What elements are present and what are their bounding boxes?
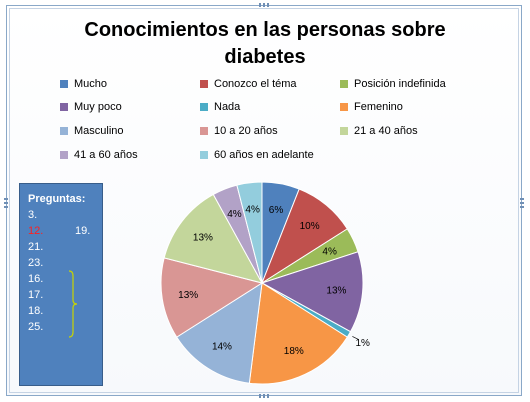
question-item: 12.	[28, 225, 44, 237]
legend-label: 21 a 40 años	[354, 125, 418, 137]
legend-label: Conozco el téma	[214, 78, 297, 90]
question-item: 25.	[28, 321, 44, 333]
data-label: 18%	[284, 346, 304, 357]
legend-label: 41 a 60 años	[74, 149, 138, 161]
legend-item: Conozco el téma	[200, 78, 297, 90]
question-item: 3.	[28, 209, 38, 221]
legend-swatch	[60, 80, 68, 88]
pie-slice[interactable]	[160, 257, 264, 338]
resize-handle-bottom[interactable]	[259, 394, 271, 398]
legend-label: Posición indefinida	[354, 78, 446, 90]
legend-label: Mucho	[74, 78, 108, 90]
legend-swatch	[200, 151, 208, 159]
legend-label: Nada	[214, 101, 241, 113]
curly-bracket	[68, 270, 78, 338]
legend-item: 41 a 60 años	[60, 149, 138, 161]
question-item: 23.	[28, 257, 44, 269]
resize-handle-right[interactable]	[520, 196, 524, 208]
legend-swatch	[340, 80, 348, 88]
legend-item: Masculino	[60, 125, 124, 137]
data-label: 4%	[227, 209, 242, 220]
legend-label: 10 a 20 años	[214, 125, 278, 137]
pie-slice[interactable]	[176, 282, 263, 384]
resize-handle-top[interactable]	[259, 3, 271, 7]
data-label: 4%	[322, 247, 337, 258]
legend-item: Posición indefinida	[340, 78, 446, 90]
question-item: 19.	[75, 225, 91, 237]
resize-handle-left[interactable]	[4, 196, 8, 208]
questions-textbox[interactable]: Preguntas: 3. 12. 19. 21. 23. 16. 17. 18…	[19, 183, 103, 386]
data-label: 10%	[300, 221, 320, 232]
legend-label: Femenino	[354, 101, 403, 113]
chart-title[interactable]: Conocimientos en las personas sobre diab…	[84, 19, 446, 68]
legend-label: 60 años en adelante	[214, 149, 314, 161]
legend-swatch	[340, 103, 348, 111]
legend-swatch	[200, 103, 208, 111]
legend-swatch	[60, 127, 68, 135]
legend-item: 21 a 40 años	[340, 125, 418, 137]
legend-item: Mucho	[60, 78, 107, 90]
legend-swatch	[200, 80, 208, 88]
legend-swatch	[60, 103, 68, 111]
legend-item: Nada	[200, 101, 240, 113]
data-label: 1%	[355, 338, 370, 349]
legend-item: 60 años en adelante	[200, 149, 314, 161]
pie-slice[interactable]	[236, 181, 263, 284]
pie-slice[interactable]	[248, 282, 348, 385]
legend-swatch	[200, 127, 208, 135]
legend-swatch	[340, 127, 348, 135]
legend-item: Muy poco	[60, 101, 122, 113]
data-label: 13%	[178, 290, 198, 301]
question-item: 17.	[28, 289, 44, 301]
question-item: 18.	[28, 305, 44, 317]
data-label-leader	[352, 336, 359, 340]
legend-item: Femenino	[340, 101, 403, 113]
data-label: 14%	[212, 342, 232, 353]
data-label: 6%	[269, 205, 284, 216]
pie-slice[interactable]	[260, 251, 364, 333]
data-label: 4%	[245, 204, 260, 215]
pie-slice[interactable]	[163, 193, 263, 284]
data-label: 13%	[326, 286, 346, 297]
legend-label: Masculino	[74, 125, 124, 137]
legend-item: 10 a 20 años	[200, 125, 278, 137]
question-item: 21.	[28, 241, 44, 253]
plot-area-border	[9, 8, 519, 393]
question-item: 16.	[28, 273, 44, 285]
legend-label: Muy poco	[74, 101, 122, 113]
data-label: 13%	[193, 233, 213, 244]
legend-swatch	[60, 151, 68, 159]
questions-heading: Preguntas:	[28, 193, 86, 205]
